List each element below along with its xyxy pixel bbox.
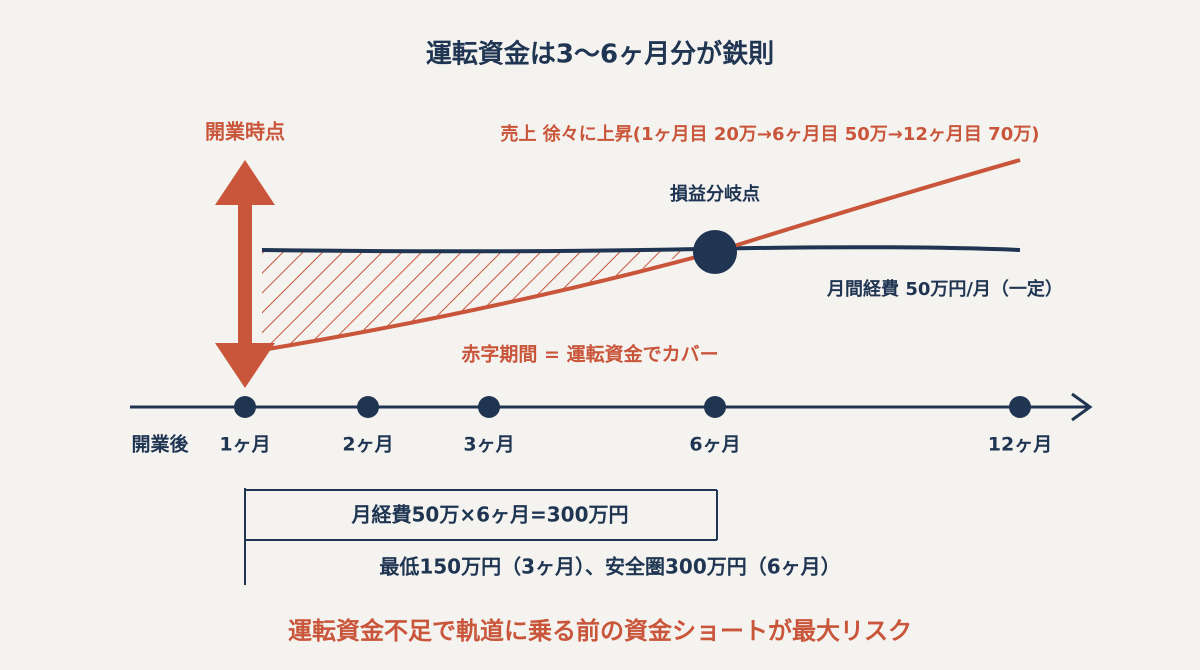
bracket bbox=[244, 488, 718, 585]
opening-label: 開業時点 bbox=[205, 120, 285, 144]
timeline-label: 3ヶ月 bbox=[463, 434, 514, 456]
expense-label: 月間経費 50万円/月（一定） bbox=[826, 278, 1063, 300]
timeline-start: 開業後 bbox=[131, 433, 189, 456]
timeline-label: 12ヶ月 bbox=[988, 434, 1052, 456]
footer: 運転資金不足で軌道に乗る前の資金ショートが最大リスク bbox=[288, 617, 912, 645]
title: 運転資金は3〜6ヶ月分が鉄則 bbox=[426, 39, 774, 70]
calc-text: 月経費50万×6ヶ月=300万円 bbox=[350, 503, 628, 527]
range-text: 最低150万円（3ヶ月）、安全圏300万円（6ヶ月） bbox=[379, 555, 840, 579]
breakeven-label: 損益分岐点 bbox=[670, 183, 760, 205]
timeline-label: 2ヶ月 bbox=[342, 434, 393, 456]
expense-line bbox=[261, 245, 1021, 254]
timeline-axis bbox=[130, 392, 1093, 422]
deficit-area bbox=[262, 250, 695, 350]
sales-label: 売上 徐々に上昇(1ヶ月目 20万→6ヶ月目 50万→12ヶ月目 70万) bbox=[501, 123, 1040, 145]
timeline-label: 6ヶ月 bbox=[689, 434, 740, 456]
deficit-label: 赤字期間 = 運転資金でカバー bbox=[461, 343, 718, 366]
timeline-label: 1ヶ月 bbox=[219, 434, 270, 456]
double-arrow bbox=[215, 160, 275, 388]
breakeven-point bbox=[693, 230, 737, 274]
